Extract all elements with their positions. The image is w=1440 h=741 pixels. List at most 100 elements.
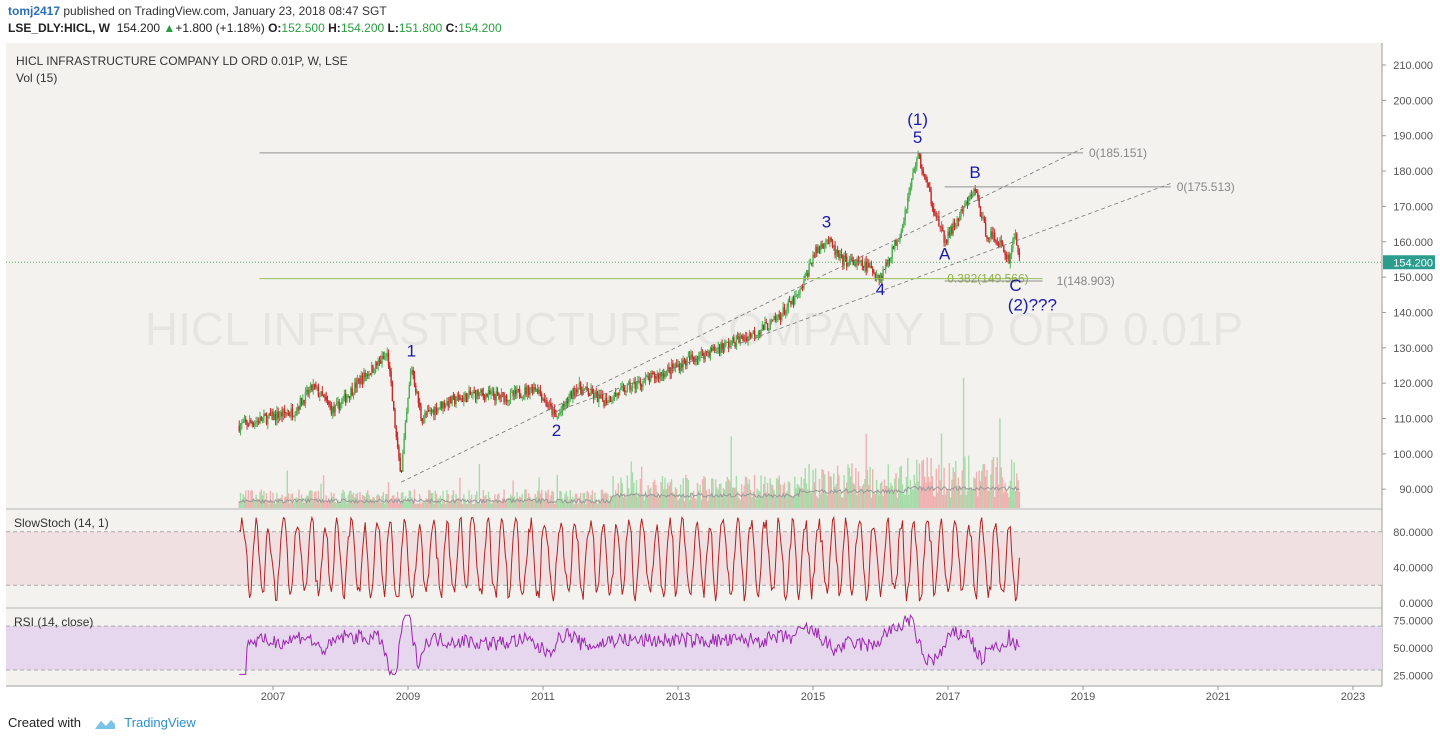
candle-body [633,381,635,383]
volume-bar [913,474,915,508]
volume-bar [630,461,632,508]
candle-body [781,314,783,320]
candle-body [688,356,691,360]
volume-bar [860,489,862,508]
volume-bar [370,499,373,508]
wave-label: 5 [913,128,922,147]
volume-bar [574,493,577,508]
chart-area[interactable]: HICL INFRASTRUCTURE COMPANY LD ORD 0.01P… [0,40,1440,708]
candle-body [330,405,333,414]
volume-bar [294,501,296,508]
candle-body [464,393,466,397]
volume-bar [474,495,477,508]
candle-body [611,400,613,402]
candle-body [376,362,378,366]
volume-bar [400,492,403,508]
candle-body [387,353,390,366]
candle-body [794,296,796,304]
candle-body [733,337,735,343]
volume-bar [897,478,900,508]
author-link[interactable]: tomj2417 [8,4,61,18]
candle-body [856,259,858,265]
candle-body [579,382,582,390]
volume-bar [838,475,840,508]
volume-bar [282,502,285,508]
volume-bar [451,494,453,508]
volume-bar [1012,488,1014,508]
volume-bar [691,496,693,508]
candle-body [294,414,296,417]
volume-bar [507,498,509,508]
candle-body [846,256,848,267]
volume-bar [528,493,530,508]
candle-body [886,262,888,265]
volume-bar [332,496,334,508]
volume-bar [757,490,760,508]
candle-body [739,336,742,344]
candle-body [439,401,442,408]
candle-body [383,356,386,359]
candle-body [725,341,727,343]
candle-body [304,391,307,404]
candle-body [821,244,823,247]
volume-bar [827,471,830,508]
candle-body [987,237,989,239]
volume-bar [744,476,747,508]
volume-bar [1005,490,1008,508]
candle-body [851,258,853,261]
volume-bar [409,490,412,508]
candle-body [805,273,808,274]
candle-body [569,391,571,398]
candle-body [444,405,447,408]
candle-body [531,386,534,394]
candle-body [992,232,995,239]
tradingview-link[interactable]: TradingView [124,715,196,730]
volume-bar [367,490,369,508]
volume-bar [844,487,847,508]
volume-bar [777,479,779,508]
candle-body [359,379,361,385]
candle-body [360,375,362,385]
volume-bar [901,484,904,508]
candle-body [1005,255,1008,259]
candle-body [855,264,857,266]
candle-body [834,245,836,255]
candle-body [868,262,870,267]
candle-body [560,411,562,414]
volume-bar [422,500,425,508]
volume-bar [822,470,825,508]
candle-body [245,419,247,422]
candle-body [278,416,281,419]
candle-body [955,225,957,227]
candle-body [290,408,292,416]
candle-body [324,396,326,398]
volume-bar [258,499,260,508]
volume-bar [969,488,971,508]
candle-body [369,374,372,375]
candle-body [418,402,421,407]
candle-body [335,402,338,406]
volume-bar [934,496,936,508]
volume-bar [923,476,926,508]
candle-body [910,179,913,187]
candle-body [557,414,560,417]
candle-body [559,413,561,415]
volume-bar [1007,492,1009,508]
volume-bar [245,490,247,508]
candle-body [759,332,761,335]
volume-bar [304,497,307,508]
candle-body [352,393,355,396]
candle-body [306,389,308,392]
candle-body [1007,254,1009,259]
volume-bar [713,496,716,508]
volume-bar [457,498,460,508]
volume-bar [704,477,706,508]
volume-bar [747,483,749,508]
candle-body [836,250,839,254]
candle-body [529,390,531,395]
volume-bar [692,490,695,508]
candle-body [896,241,899,246]
volume-bar [252,498,255,508]
candle-body [508,399,510,402]
candle-body [543,398,545,402]
